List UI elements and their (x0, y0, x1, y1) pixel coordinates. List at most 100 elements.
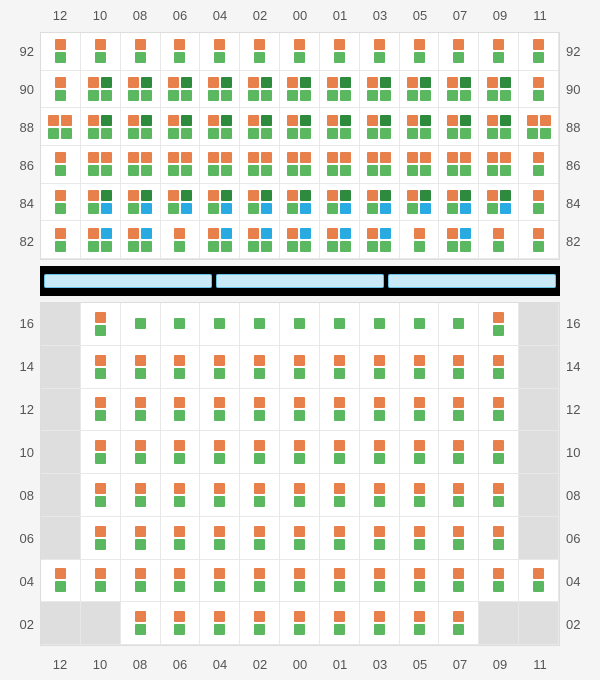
slot-cell[interactable] (519, 560, 559, 603)
slot-cell[interactable] (41, 221, 81, 259)
slot-cell[interactable] (360, 71, 400, 109)
slot-cell[interactable] (81, 431, 121, 474)
slot-cell[interactable] (240, 560, 280, 603)
slot-cell[interactable] (161, 602, 201, 645)
slot-cell[interactable] (479, 474, 519, 517)
slot-cell[interactable] (121, 33, 161, 71)
slot-cell[interactable] (280, 303, 320, 346)
slot-cell[interactable] (360, 474, 400, 517)
slot-cell[interactable] (439, 431, 479, 474)
slot-cell[interactable] (200, 602, 240, 645)
slot-cell[interactable] (320, 517, 360, 560)
slot-cell[interactable] (479, 431, 519, 474)
slot-cell[interactable] (41, 560, 81, 603)
slot-cell[interactable] (240, 146, 280, 184)
slot-cell[interactable] (400, 346, 440, 389)
slot-cell[interactable] (360, 389, 400, 432)
slot-cell[interactable] (121, 560, 161, 603)
slot-cell[interactable] (200, 71, 240, 109)
slot-cell[interactable] (360, 108, 400, 146)
slot-cell[interactable] (280, 33, 320, 71)
slot-cell[interactable] (121, 71, 161, 109)
slot-cell[interactable] (519, 303, 559, 346)
slot-cell[interactable] (479, 221, 519, 259)
slot-cell[interactable] (161, 389, 201, 432)
slot-cell[interactable] (81, 146, 121, 184)
slot-cell[interactable] (519, 33, 559, 71)
slot-cell[interactable] (121, 184, 161, 222)
slot-cell[interactable] (161, 431, 201, 474)
slot-cell[interactable] (200, 221, 240, 259)
slot-cell[interactable] (439, 146, 479, 184)
slot-cell[interactable] (439, 474, 479, 517)
slot-cell[interactable] (161, 346, 201, 389)
slot-cell[interactable] (320, 108, 360, 146)
slot-cell[interactable] (240, 33, 280, 71)
slot-cell[interactable] (519, 108, 559, 146)
slot-cell[interactable] (121, 602, 161, 645)
slot-cell[interactable] (439, 221, 479, 259)
slot-cell[interactable] (280, 108, 320, 146)
slot-cell[interactable] (81, 389, 121, 432)
slot-cell[interactable] (81, 517, 121, 560)
slot-cell[interactable] (439, 346, 479, 389)
slot-cell[interactable] (121, 517, 161, 560)
slot-cell[interactable] (280, 184, 320, 222)
slot-cell[interactable] (41, 71, 81, 109)
slot-cell[interactable] (81, 71, 121, 109)
slot-cell[interactable] (121, 474, 161, 517)
slot-cell[interactable] (479, 517, 519, 560)
slot-cell[interactable] (280, 517, 320, 560)
slot-cell[interactable] (360, 560, 400, 603)
slot-cell[interactable] (161, 221, 201, 259)
slot-cell[interactable] (400, 602, 440, 645)
slot-cell[interactable] (400, 146, 440, 184)
slot-cell[interactable] (161, 184, 201, 222)
slot-cell[interactable] (121, 389, 161, 432)
slot-cell[interactable] (320, 33, 360, 71)
slot-cell[interactable] (240, 71, 280, 109)
slot-cell[interactable] (320, 184, 360, 222)
slot-cell[interactable] (519, 602, 559, 645)
slot-cell[interactable] (41, 108, 81, 146)
slot-cell[interactable] (320, 602, 360, 645)
slot-cell[interactable] (200, 474, 240, 517)
slot-cell[interactable] (240, 184, 280, 222)
slot-cell[interactable] (320, 146, 360, 184)
slot-cell[interactable] (200, 184, 240, 222)
slot-cell[interactable] (400, 303, 440, 346)
slot-cell[interactable] (519, 146, 559, 184)
slot-cell[interactable] (519, 184, 559, 222)
slot-cell[interactable] (280, 474, 320, 517)
slot-cell[interactable] (479, 602, 519, 645)
slot-cell[interactable] (439, 560, 479, 603)
slot-cell[interactable] (519, 431, 559, 474)
slot-cell[interactable] (280, 221, 320, 259)
slot-cell[interactable] (121, 146, 161, 184)
slot-cell[interactable] (200, 303, 240, 346)
slot-cell[interactable] (360, 517, 400, 560)
slot-cell[interactable] (81, 221, 121, 259)
slot-cell[interactable] (280, 389, 320, 432)
slot-cell[interactable] (41, 474, 81, 517)
slot-cell[interactable] (200, 346, 240, 389)
slot-cell[interactable] (400, 71, 440, 109)
slot-cell[interactable] (200, 33, 240, 71)
slot-cell[interactable] (81, 602, 121, 645)
slot-cell[interactable] (400, 474, 440, 517)
slot-cell[interactable] (81, 303, 121, 346)
slot-cell[interactable] (400, 221, 440, 259)
slot-cell[interactable] (360, 33, 400, 71)
slot-cell[interactable] (439, 389, 479, 432)
slot-cell[interactable] (121, 346, 161, 389)
slot-cell[interactable] (320, 221, 360, 259)
slot-cell[interactable] (200, 389, 240, 432)
slot-cell[interactable] (280, 346, 320, 389)
slot-cell[interactable] (240, 389, 280, 432)
slot-cell[interactable] (479, 560, 519, 603)
slot-cell[interactable] (400, 517, 440, 560)
slot-cell[interactable] (200, 517, 240, 560)
slot-cell[interactable] (320, 389, 360, 432)
slot-cell[interactable] (200, 431, 240, 474)
slot-cell[interactable] (519, 474, 559, 517)
